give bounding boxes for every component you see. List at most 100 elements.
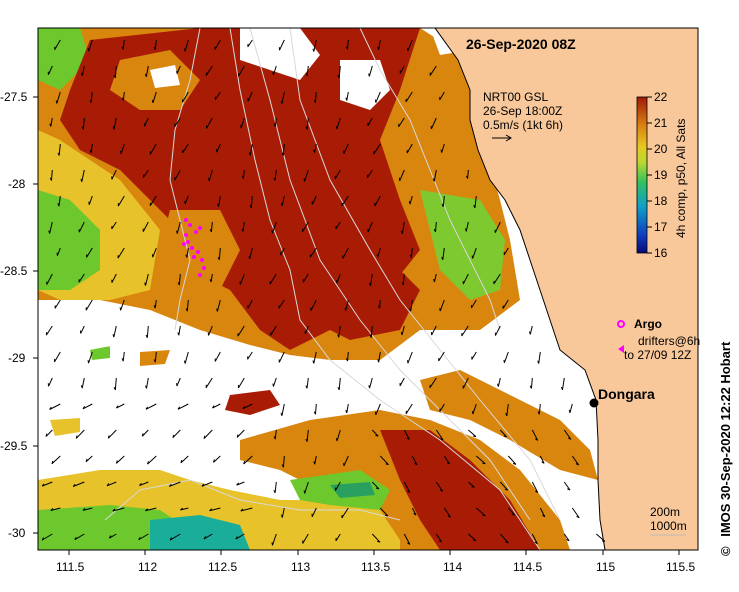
current-arrow [250, 195, 253, 208]
current-arrow-head [241, 175, 244, 179]
current-arrow-head [112, 126, 115, 130]
current-arrow [429, 377, 437, 388]
current-arrow [507, 507, 516, 516]
current-arrow-head [369, 334, 372, 338]
current-arrow [182, 143, 189, 154]
current-arrow [538, 403, 541, 415]
current-arrow [306, 377, 309, 389]
current-arrow-head [377, 305, 381, 309]
current-arrow-head [144, 282, 146, 286]
current-arrow [180, 455, 189, 464]
current-arrow-head [145, 508, 149, 512]
current-arrow-head [273, 489, 276, 494]
current-arrow [467, 429, 477, 438]
current-arrow [177, 403, 189, 410]
current-arrow [443, 455, 451, 465]
current-arrow [367, 117, 373, 127]
current-arrow [274, 117, 277, 127]
current-arrow [247, 351, 253, 360]
current-arrow-head [201, 483, 205, 487]
current-arrow [242, 169, 245, 179]
current-arrow [141, 429, 149, 437]
current-arrow-head [49, 123, 52, 127]
credit-text: © IMOS 30-Sep-2020 12:22 Hobart [718, 342, 733, 556]
current-arrow-head [400, 331, 403, 336]
current-arrow-head [57, 152, 60, 156]
current-arrow [243, 455, 253, 465]
current-arrow [272, 377, 277, 387]
current-arrow-head [217, 203, 220, 207]
current-arrow-head [209, 278, 212, 283]
current-arrow-head [529, 331, 531, 335]
current-arrow [142, 221, 149, 232]
current-arrow-head [89, 99, 92, 103]
current-arrow [306, 65, 309, 77]
current-arrow-head [217, 256, 220, 261]
current-arrow [281, 403, 285, 416]
current-arrow [338, 65, 341, 78]
colorbar-tick-20: 20 [654, 142, 668, 156]
current-arrow [85, 299, 93, 311]
current-arrow-head [384, 514, 389, 517]
current-arrow [205, 377, 213, 389]
current-arrow-head [50, 508, 54, 511]
current-arrow [54, 299, 61, 309]
current-arrow [495, 325, 501, 336]
current-arrow-head [145, 406, 149, 410]
current-arrow [47, 65, 53, 75]
current-arrow-head [115, 460, 118, 464]
current-arrow [399, 65, 405, 74]
current-arrow [169, 481, 181, 487]
current-arrow [120, 143, 125, 155]
current-arrow [50, 169, 53, 181]
current-arrow-head [375, 434, 379, 437]
current-arrow-head [335, 437, 338, 442]
current-arrow-head [241, 228, 244, 232]
current-arrow [152, 91, 157, 104]
y-tick-label: -29 [8, 351, 26, 365]
current-arrow-head [337, 74, 340, 79]
current-arrow-head [473, 204, 476, 209]
current-arrow-head [537, 360, 540, 364]
current-arrow [281, 91, 285, 104]
current-arrow [531, 429, 539, 441]
current-arrow-head [305, 385, 308, 389]
current-arrow [45, 429, 53, 437]
current-arrow-head [407, 542, 411, 545]
current-arrow-head [482, 514, 486, 517]
current-arrow-head [177, 332, 180, 336]
current-arrow-head [177, 282, 180, 286]
current-arrow [274, 429, 277, 440]
current-arrow-head [541, 461, 545, 464]
current-arrow [210, 273, 213, 283]
current-arrow-head [89, 149, 92, 154]
current-arrow [433, 273, 437, 283]
current-arrow-head [82, 507, 86, 511]
current-arrow [314, 455, 317, 465]
current-arrow-head [153, 46, 156, 51]
current-arrow [499, 429, 507, 438]
current-arrow [42, 481, 53, 487]
current-arrow [237, 377, 245, 389]
current-arrow-head [377, 540, 381, 543]
current-arrow [109, 533, 117, 539]
current-arrow-head [273, 177, 276, 181]
current-arrow-head [409, 254, 412, 258]
current-arrow [249, 247, 253, 260]
current-arrow-head [413, 513, 417, 516]
current-arrow [82, 403, 93, 410]
current-arrow [236, 429, 245, 438]
current-arrow [439, 91, 445, 101]
current-arrow [184, 351, 189, 364]
current-arrow [208, 325, 213, 336]
current-arrow [247, 299, 253, 309]
sst-field [38, 28, 598, 550]
current-arrow [73, 481, 85, 487]
current-arrow [410, 247, 413, 258]
current-arrow [139, 481, 149, 487]
current-arrow-head [242, 406, 246, 410]
current-arrow [410, 299, 413, 312]
current-arrow [403, 533, 411, 545]
current-arrow-head [45, 433, 48, 437]
